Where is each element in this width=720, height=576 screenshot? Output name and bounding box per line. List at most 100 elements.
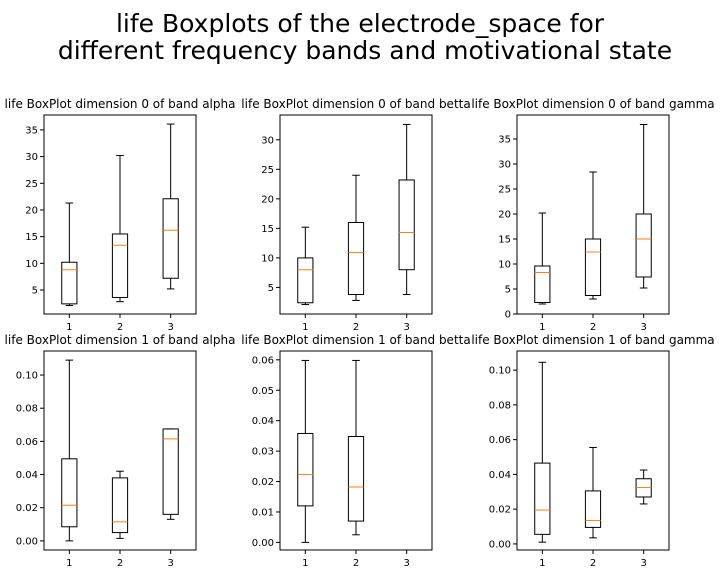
y-tick-label: 20	[261, 194, 274, 205]
x-tick-label: 2	[117, 322, 123, 333]
box-iqr	[111, 477, 129, 534]
y-tick-label: 0.06	[252, 355, 274, 366]
box-iqr	[584, 238, 602, 296]
y-tick-label: 0.00	[252, 538, 274, 549]
y-tick-label: 0	[505, 310, 511, 321]
boxplot-1	[297, 226, 314, 306]
x-tick-label: 3	[640, 322, 646, 333]
subplot-title: life BoxPlot dimension 0 of band betta	[241, 97, 470, 111]
y-tick-label: 0.00	[489, 539, 511, 550]
y-tick-label: 10	[261, 253, 274, 264]
y-tick-label: 0.06	[489, 435, 511, 446]
y-tick-label: 30	[498, 160, 511, 171]
box-iqr	[162, 428, 179, 515]
y-tick-label: 0.08	[16, 404, 38, 415]
boxplot-3	[398, 123, 415, 296]
y-tick-label: 25	[261, 165, 274, 176]
y-tick-label: 0.06	[16, 437, 38, 448]
box-iqr	[584, 490, 602, 528]
y-tick-label: 10	[25, 259, 38, 270]
x-tick-label: 1	[302, 558, 308, 569]
y-tick-label: 0.02	[489, 505, 511, 516]
y-tick-label: 0.03	[252, 447, 274, 458]
y-tick-label: 15	[261, 224, 274, 235]
y-tick-label: 0.10	[489, 366, 511, 377]
subplot-title: life BoxPlot dimension 1 of band alpha	[5, 333, 236, 347]
x-tick-label: 3	[167, 558, 173, 569]
y-tick-label: 0.04	[16, 470, 38, 481]
y-tick-label: 5	[505, 285, 511, 296]
y-tick-label: 0.10	[16, 371, 38, 382]
figure-title-line2: different frequency bands and motivation…	[58, 36, 672, 65]
y-tick-label: 35	[498, 135, 511, 146]
boxplot-1	[61, 359, 78, 542]
boxplot-2	[347, 174, 365, 301]
y-tick-label: 30	[261, 135, 274, 146]
subplot-4: life BoxPlot dimension 1 of band alpha 0.…	[5, 333, 236, 569]
y-tick-label: 15	[498, 235, 511, 246]
subplot-grid: life BoxPlot dimension 0 of band alpha 5 1…	[5, 97, 715, 569]
box-iqr	[534, 462, 551, 535]
boxplot-2	[584, 171, 602, 300]
y-tick-label: 0.08	[489, 400, 511, 411]
y-tick-label: 5	[32, 285, 38, 296]
box-iqr	[162, 198, 179, 279]
subplot-title: life BoxPlot dimension 1 of band gamma	[471, 333, 714, 347]
y-tick-label: 0.01	[252, 507, 274, 518]
y-tick-label: 5	[268, 283, 274, 294]
boxplot-1	[61, 202, 78, 306]
y-tick-label: 0.04	[489, 470, 511, 481]
subplot-1: life BoxPlot dimension 0 of band alpha 5 1…	[5, 97, 236, 333]
axes-frame	[43, 350, 197, 551]
y-tick-label: 35	[25, 125, 38, 136]
x-tick-label: 1	[302, 322, 308, 333]
x-tick-label: 3	[640, 558, 646, 569]
boxplot-2	[111, 155, 129, 303]
boxplot-3	[162, 428, 179, 520]
y-tick-label: 25	[498, 185, 511, 196]
subplot-5: life BoxPlot dimension 1 of band betta 0.…	[241, 333, 470, 569]
x-tick-label: 1	[539, 558, 545, 569]
boxplot-2	[584, 446, 602, 539]
x-tick-label: 3	[403, 558, 409, 569]
y-tick-label: 10	[498, 260, 511, 271]
x-tick-label: 2	[590, 322, 596, 333]
subplot-3: life BoxPlot dimension 0 of band gamma 0 5…	[471, 97, 714, 333]
boxplot-1	[297, 359, 314, 543]
y-tick-label: 0.04	[252, 416, 274, 427]
box-iqr	[534, 265, 551, 303]
x-tick-label: 3	[167, 322, 173, 333]
x-tick-label: 1	[66, 322, 72, 333]
y-tick-label: 20	[498, 210, 511, 221]
figure-title-line1: life Boxplots of the electrode_space for	[116, 9, 605, 38]
x-tick-label: 2	[353, 558, 359, 569]
y-tick-label: 0.05	[252, 386, 274, 397]
box-iqr	[297, 257, 314, 304]
box-iqr	[398, 179, 415, 271]
y-tick-label: 0.02	[16, 503, 38, 514]
boxplot-3	[162, 123, 179, 290]
x-tick-label: 2	[117, 558, 123, 569]
y-tick-label: 20	[25, 205, 38, 216]
y-tick-label: 0.02	[252, 477, 274, 488]
subplot-title: life BoxPlot dimension 1 of band betta	[241, 333, 470, 347]
subplot-2: life BoxPlot dimension 0 of band betta 5 1…	[241, 97, 470, 333]
box-iqr	[111, 233, 129, 298]
box-iqr	[635, 213, 652, 278]
box-iqr	[61, 458, 78, 528]
boxplot-2	[111, 470, 129, 539]
box-iqr	[347, 221, 365, 296]
x-tick-label: 1	[66, 558, 72, 569]
boxplot-1	[534, 361, 551, 543]
boxplot-2	[347, 359, 365, 536]
boxplot-3	[635, 124, 652, 289]
boxplot-1	[534, 212, 551, 305]
y-tick-label: 30	[25, 152, 38, 163]
subplot-title: life BoxPlot dimension 0 of band alpha	[5, 97, 236, 111]
box-iqr	[297, 432, 314, 507]
x-tick-label: 3	[403, 322, 409, 333]
y-tick-label: 25	[25, 179, 38, 190]
boxplot-3	[635, 469, 652, 505]
y-tick-label: 15	[25, 232, 38, 243]
